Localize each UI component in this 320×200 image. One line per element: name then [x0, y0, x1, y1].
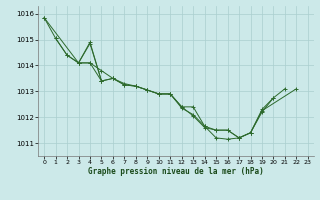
X-axis label: Graphe pression niveau de la mer (hPa): Graphe pression niveau de la mer (hPa) — [88, 167, 264, 176]
